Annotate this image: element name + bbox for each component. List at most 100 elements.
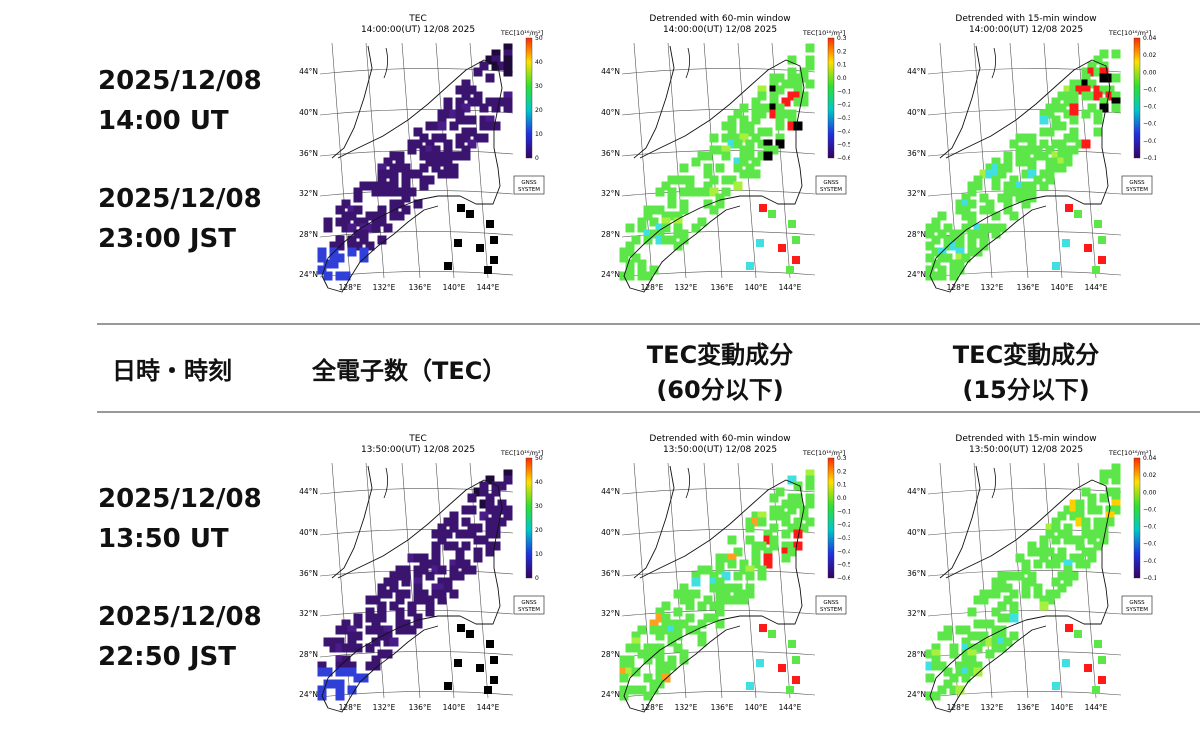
lon-label: 136°E <box>1017 703 1040 712</box>
colorbar-tick: −0.4 <box>837 548 850 555</box>
lon-label: 132°E <box>373 283 396 292</box>
gnss-badge-line1: GNSS <box>1129 600 1145 606</box>
colorbar-tick: 0 <box>535 155 539 162</box>
colorbar-tick: −0.5 <box>837 142 850 149</box>
lat-label: 44°N <box>907 487 926 496</box>
lat-label: 24°N <box>601 690 620 699</box>
map-svg: Detrended with 15-min window13:50:00(UT)… <box>907 434 1156 713</box>
lat-label: 44°N <box>601 67 620 76</box>
colorbar-label: TEC[10¹⁶/m²] <box>802 449 845 457</box>
lat-label: 32°N <box>299 609 318 618</box>
header-datetime: 日時・時刻 <box>112 357 232 385</box>
map-title: Detrended with 15-min window <box>955 434 1096 444</box>
colorbar-tick: 0.00 <box>1143 489 1156 496</box>
header-top-rule <box>97 323 1200 325</box>
colorbar-tick: −0.10 <box>1143 575 1156 582</box>
colorbar-tick: −0.02 <box>1143 506 1156 513</box>
lon-label: 128°E <box>339 283 362 292</box>
lat-label: 36°N <box>907 569 926 578</box>
lon-label: 140°E <box>443 283 466 292</box>
lon-label: 136°E <box>711 283 734 292</box>
lat-label: 44°N <box>907 67 926 76</box>
colorbar-tick: 20 <box>535 107 543 114</box>
map-svg: Detrended with 60-min window14:00:00(UT)… <box>601 14 850 293</box>
lon-label: 136°E <box>1017 283 1040 292</box>
lat-label: 32°N <box>601 609 620 618</box>
lon-label: 140°E <box>1051 703 1074 712</box>
colorbar-label: TEC[10¹⁶/m²] <box>1108 449 1151 457</box>
lat-label: 24°N <box>907 270 926 279</box>
lat-label: 36°N <box>601 569 620 578</box>
lon-label: 132°E <box>373 703 396 712</box>
colorbar-tick: 50 <box>535 35 543 42</box>
row2-ut-time: 13:50 UT <box>98 524 229 554</box>
lat-label: 36°N <box>907 149 926 158</box>
colorbar-label: TEC[10¹⁶/m²] <box>500 449 543 457</box>
lon-label: 136°E <box>409 283 432 292</box>
lat-label: 40°N <box>907 108 926 117</box>
colorbar-tick: −0.08 <box>1143 558 1156 565</box>
colorbar-tick: −0.1 <box>837 88 850 95</box>
row2-jst-time: 22:50 JST <box>98 642 236 672</box>
lat-label: 24°N <box>299 690 318 699</box>
colorbar-tick: 0.0 <box>837 495 847 502</box>
lat-label: 36°N <box>299 149 318 158</box>
lat-label: 28°N <box>601 230 620 239</box>
lat-label: 36°N <box>299 569 318 578</box>
lon-label: 128°E <box>641 283 664 292</box>
lat-label: 40°N <box>907 528 926 537</box>
colorbar-label: TEC[10¹⁶/m²] <box>1108 29 1151 37</box>
colorbar-label: TEC[10¹⁶/m²] <box>802 29 845 37</box>
colorbar-tick: 0.3 <box>837 35 847 42</box>
gnss-badge-line1: GNSS <box>521 180 537 186</box>
lon-label: 128°E <box>339 703 362 712</box>
lat-label: 40°N <box>299 528 318 537</box>
lat-label: 32°N <box>601 189 620 198</box>
row1-jst-time: 23:00 JST <box>98 224 236 254</box>
colorbar-tick: −0.2 <box>837 522 850 529</box>
gnss-badge-line1: GNSS <box>823 180 839 186</box>
gnss-badge-line2: SYSTEM <box>1126 607 1148 613</box>
lon-label: 144°E <box>779 283 802 292</box>
lon-label: 136°E <box>711 703 734 712</box>
lat-label: 32°N <box>907 609 926 618</box>
row2-ut-date: 2025/12/08 <box>98 484 262 514</box>
colorbar-tick: −0.1 <box>837 508 850 515</box>
colorbar-tick: 0.00 <box>1143 69 1156 76</box>
colorbar-tick: 30 <box>535 83 543 90</box>
header-d60-line2: (60分以下) <box>656 376 784 404</box>
colorbar-tick: 10 <box>535 131 543 138</box>
lat-label: 32°N <box>299 189 318 198</box>
colorbar-tick: 0.04 <box>1143 35 1156 42</box>
colorbar-label: TEC[10¹⁶/m²] <box>500 29 543 37</box>
colorbar-tick: 10 <box>535 551 543 558</box>
lon-label: 144°E <box>477 283 500 292</box>
tec-map-row1: TEC 14:00:00(UT) 12/08 2025 44°N 40°N 36°N 32… <box>298 8 548 298</box>
colorbar-tick: −0.3 <box>837 535 850 542</box>
lat-label: 28°N <box>299 230 318 239</box>
colorbar-tick: −0.10 <box>1143 155 1156 162</box>
colorbar-tick: −0.5 <box>837 562 850 569</box>
lon-label: 144°E <box>477 703 500 712</box>
map-timestamp: 14:00:00(UT) 12/08 2025 <box>361 25 475 35</box>
colorbar-tick: −0.06 <box>1143 121 1156 128</box>
lon-label: 132°E <box>981 283 1004 292</box>
colorbar-tick: −0.08 <box>1143 138 1156 145</box>
map-title: Detrended with 60-min window <box>649 434 790 444</box>
colorbar-tick: 0.02 <box>1143 472 1156 479</box>
lat-label: 40°N <box>601 528 620 537</box>
tec-map-row2: TEC 13:50:00(UT) 12/08 2025 44°N 40°N 36°N 32… <box>298 428 548 718</box>
colorbar-tick: 0.1 <box>837 482 847 489</box>
colorbar-tick: 50 <box>535 455 543 462</box>
lat-label: 28°N <box>299 650 318 659</box>
lon-label: 132°E <box>981 703 1004 712</box>
colorbar-tick: −0.04 <box>1143 524 1156 531</box>
gnss-badge-line1: GNSS <box>1129 180 1145 186</box>
lat-label: 28°N <box>601 650 620 659</box>
gnss-badge-line2: SYSTEM <box>518 187 540 193</box>
lat-label: 36°N <box>601 149 620 158</box>
colorbar-tick: 40 <box>535 59 543 66</box>
d15-map-row2: Detrended with 15-min window 13:50:00(UT)… <box>906 428 1156 718</box>
